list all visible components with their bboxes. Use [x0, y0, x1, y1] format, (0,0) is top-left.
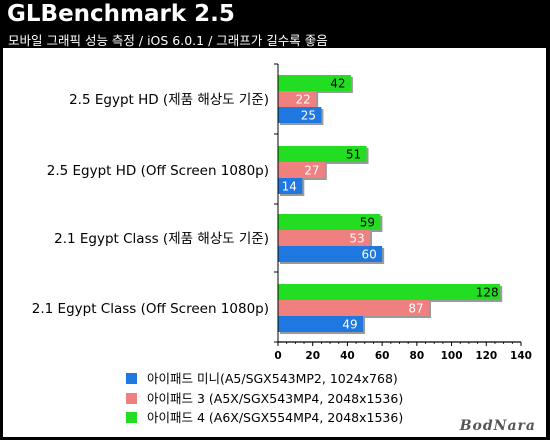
- bar: [278, 246, 383, 262]
- bar: [278, 178, 303, 194]
- legend-label: 아이패드 3 (A5X/SGX543MP4, 2048x1536): [147, 391, 403, 406]
- data-label: 14: [282, 180, 297, 194]
- legend-swatch: [126, 373, 137, 384]
- data-label: 59: [360, 216, 375, 230]
- data-label: 27: [304, 164, 319, 178]
- bar: [278, 316, 364, 332]
- data-label: 25: [301, 109, 316, 123]
- data-label: 87: [408, 302, 423, 316]
- bar: [278, 300, 430, 316]
- bar: [278, 284, 501, 300]
- legend-swatch: [126, 393, 137, 404]
- data-label: 42: [330, 77, 345, 91]
- x-tick-label: 120: [475, 350, 497, 362]
- chart-panel: [3, 48, 546, 437]
- bar: [278, 91, 317, 107]
- chart-subtitle: 모바일 그래픽 성능 측정 / iOS 6.0.1 / 그래프가 길수록 좋음: [8, 33, 328, 48]
- legend-label: 아이패드 미니(A5/SGX543MP2, 1024x768): [147, 371, 398, 386]
- data-label: 53: [349, 232, 364, 246]
- category-label: 2.5 Egypt HD (Off Screen 1080p): [47, 163, 269, 179]
- x-tick-label: 100: [441, 350, 463, 362]
- data-label: 60: [362, 248, 377, 262]
- category-label: 2.5 Egypt HD (제품 해상도 기준): [69, 92, 269, 108]
- x-tick-label: 60: [375, 350, 390, 362]
- bar: [278, 75, 351, 91]
- data-label: 128: [476, 286, 499, 300]
- data-label: 49: [342, 318, 357, 332]
- x-tick-label: 20: [305, 350, 320, 362]
- legend-label: 아이패드 4 (A6X/SGX554MP4, 2048x1536): [147, 410, 403, 425]
- bar: [278, 230, 370, 246]
- legend-swatch: [126, 412, 137, 423]
- bar: [278, 146, 367, 162]
- data-label: 22: [296, 93, 311, 107]
- category-label: 2.1 Egypt Class (Off Screen 1080p): [32, 301, 269, 317]
- bar: [278, 107, 322, 123]
- category-label: 2.1 Egypt Class (제품 해상도 기준): [54, 231, 269, 247]
- x-tick-label: 0: [274, 350, 281, 362]
- x-tick-label: 80: [410, 350, 425, 362]
- watermark-logo: BodNara: [459, 418, 536, 434]
- bar: [278, 162, 325, 178]
- data-label: 51: [346, 148, 361, 162]
- chart-title: GLBenchmark 2.5: [7, 1, 235, 27]
- x-tick-label: 40: [340, 350, 355, 362]
- bar: [278, 214, 381, 230]
- x-tick-label: 140: [510, 350, 532, 362]
